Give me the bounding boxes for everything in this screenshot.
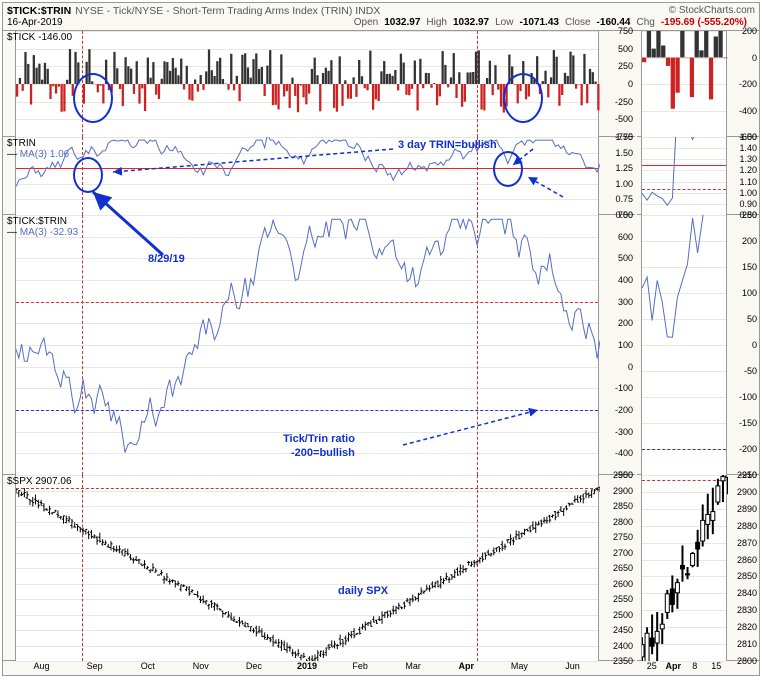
anno-ticktrin1: Tick/Trin ratio (283, 433, 355, 445)
anno-trin-bullish: 3 day TRIN=bullish (398, 139, 497, 151)
panel-label: $TICK -146.00 (7, 32, 72, 43)
chart-container: $TICK:$TRIN NYSE - Tick/NYSE - Short-Ter… (2, 2, 760, 676)
x-axis: AugSepOctNovDec2019FebMarAprMayJun (15, 661, 599, 677)
chart-svg (642, 475, 728, 661)
panel-label: $TICK:$TRIN— MA(3) -32.93 (7, 216, 78, 238)
plot-area[interactable] (15, 475, 599, 661)
header-desc: NYSE - Tick/NYSE - Short-Term Trading Ar… (75, 5, 380, 17)
panel-p4-zoom: 2800281028202830284028502860287028802890… (637, 475, 759, 661)
circle-trin-left (73, 157, 103, 193)
header-symbol: $TICK:$TRIN (7, 5, 71, 17)
plot-area[interactable] (641, 215, 727, 475)
open-value: 1032.97 (384, 17, 420, 28)
header-credits: © StockCharts.com (669, 5, 755, 17)
panel-p2-zoom: 0.800.901.001.101.201.301.401.50 (637, 137, 759, 215)
main-column: -750-500-2500250500750$TICK -146.000.500… (3, 31, 635, 677)
panel-label: $SPX 2907.06 (7, 476, 72, 487)
plot-area[interactable] (641, 475, 727, 661)
header-date: 16-Apr-2019 (7, 17, 63, 28)
x-axis: 25Apr815 (641, 661, 727, 677)
panel-p3-zoom: -250-200-150-100-50050100150200250 (637, 215, 759, 475)
high-value: 1032.97 (453, 17, 489, 28)
panel-p4: 2350240024502500255026002650270027502800… (3, 475, 635, 661)
circle-trin-right (493, 151, 523, 187)
panels: -750-500-2500250500750$TICK -146.000.500… (3, 31, 761, 677)
circle-tick-left (73, 73, 113, 123)
panel-label: $TRIN— MA(3) 1.06 (7, 138, 69, 160)
plot-area[interactable] (641, 31, 727, 137)
zoom-column: -600-400-20002000.800.901.001.101.201.30… (637, 31, 759, 677)
plot-area[interactable] (641, 137, 727, 215)
panel-p1-zoom: -600-400-2000200 (637, 31, 759, 137)
anno-date: 8/29/19 (148, 253, 185, 265)
chart-header: $TICK:$TRIN NYSE - Tick/NYSE - Short-Ter… (3, 3, 759, 31)
circle-tick-right (503, 73, 543, 123)
anno-ticktrin2: -200=bullish (291, 447, 355, 459)
anno-dailyspx: daily SPX (338, 585, 388, 597)
low-value: -1071.43 (519, 17, 558, 28)
